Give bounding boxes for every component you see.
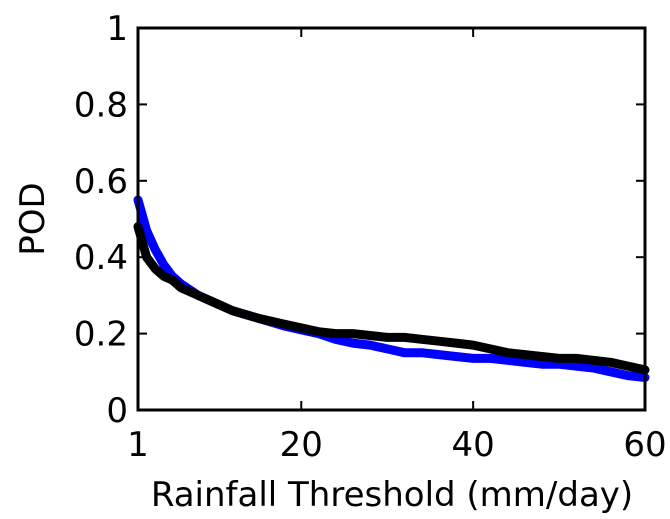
x-axis-title: Rainfall Threshold (mm/day) bbox=[151, 475, 633, 515]
series-line-1 bbox=[133, 195, 650, 382]
y-tick-label: 0.8 bbox=[74, 85, 128, 125]
series-line-2 bbox=[133, 222, 650, 375]
y-tick-label: 0.4 bbox=[74, 238, 128, 278]
x-tick-label: 1 bbox=[127, 425, 149, 465]
series-layer bbox=[133, 195, 650, 382]
ticks-layer: 1 20 40 60 0 0.2 0.4 0.6 0.8 1 bbox=[74, 9, 667, 465]
x-tick-label: 20 bbox=[280, 425, 323, 465]
y-tick-label: 0.6 bbox=[74, 162, 128, 202]
y-tick-label: 0.2 bbox=[74, 315, 128, 355]
x-tick-label: 40 bbox=[452, 425, 495, 465]
plot-frame bbox=[136, 26, 647, 412]
y-axis-title: POD bbox=[13, 182, 53, 255]
y-tick-label: 0 bbox=[106, 391, 128, 431]
y-tick-label: 1 bbox=[106, 9, 128, 49]
x-tick-label: 60 bbox=[623, 425, 666, 465]
